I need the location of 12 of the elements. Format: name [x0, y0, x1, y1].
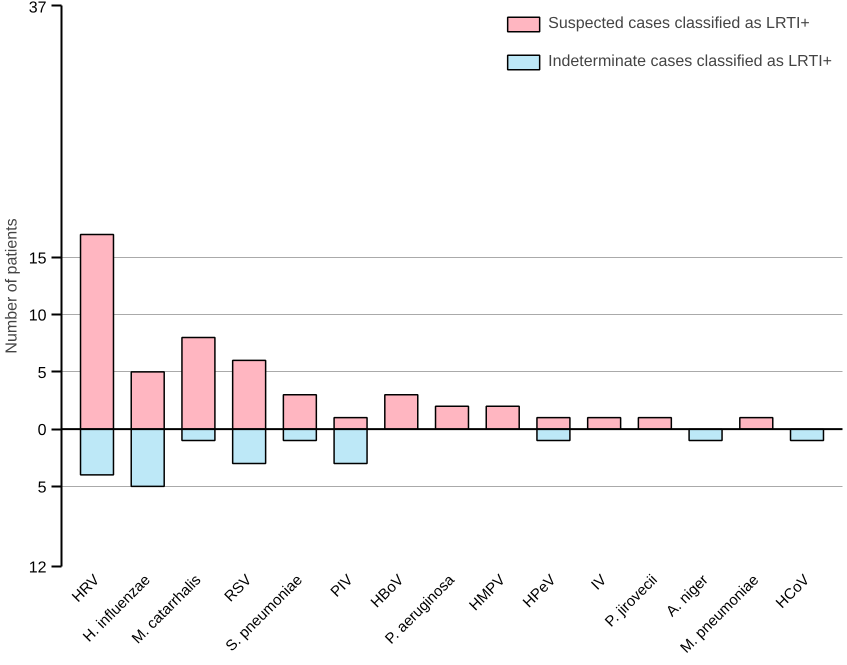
y-tick-label: 12: [28, 560, 47, 576]
y-tick-label: 37: [28, 0, 47, 16]
y-tick-label: 5: [38, 364, 47, 382]
x-tick-label: IV: [588, 571, 610, 594]
y-axis-title: Number of patients: [4, 218, 21, 354]
x-tick-label: PIV: [327, 571, 357, 601]
y-tick-label: 5: [38, 479, 47, 496]
y-tick-label: 10: [28, 308, 47, 325]
legend-label: Suspected cases classified as LRTI+: [548, 15, 810, 33]
y-tick-label: 0: [38, 422, 47, 440]
legend-label: Indeterminate cases classified as LRTI+: [548, 53, 832, 71]
y-tick-label: 15: [28, 250, 47, 268]
